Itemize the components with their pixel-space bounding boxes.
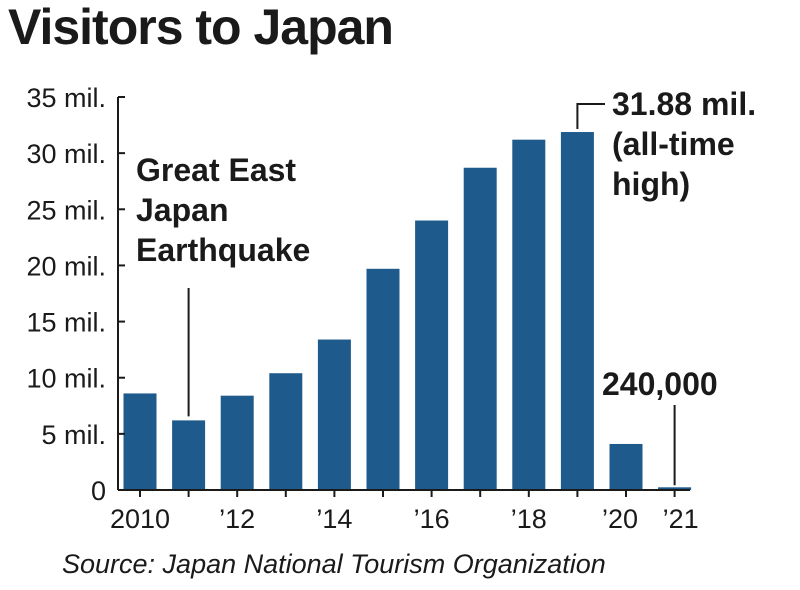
bar-2011 [172, 420, 206, 490]
earthquake-annotation-text: Japan [136, 192, 228, 228]
bar-2013 [269, 373, 303, 490]
x-tick-label: ’18 [511, 504, 547, 534]
bar-2012 [220, 395, 254, 490]
y-tick-label: 5 mil. [41, 420, 106, 450]
x-tick-label: ’14 [316, 504, 352, 534]
source-note: Source: Japan National Tourism Organizat… [62, 549, 606, 579]
bar-2018 [512, 139, 546, 490]
earthquake-annotation-text: Earthquake [136, 232, 310, 268]
x-tick-label: ’16 [414, 504, 450, 534]
peak-leader-line [576, 103, 605, 130]
bar-2017 [463, 167, 497, 491]
peak-annotation-text: 31.88 mil. [612, 86, 756, 122]
bar-2019 [560, 132, 594, 490]
y-tick-label: 15 mil. [26, 308, 106, 338]
y-tick-label: 25 mil. [26, 195, 106, 225]
x-tick-label: ’12 [219, 504, 255, 534]
peak-annotation-text: (all-time [612, 126, 735, 162]
bar-2014 [317, 339, 351, 490]
y-tick-label: 20 mil. [26, 251, 106, 281]
y-tick-label: 10 mil. [26, 364, 106, 394]
bar-2020 [609, 443, 643, 490]
bar-2016 [415, 220, 449, 490]
y-tick-label: 0 [91, 476, 106, 506]
bar-2010 [123, 393, 157, 490]
bar-2021 [658, 487, 692, 490]
low-annotation-text: 240,000 [602, 366, 718, 402]
x-tick-label: ’20 [602, 504, 638, 534]
y-tick-label: 30 mil. [26, 139, 106, 169]
peak-annotation-text: high) [612, 166, 690, 202]
x-tick-label: 2010 [110, 504, 170, 534]
y-tick-label: 35 mil. [26, 83, 106, 113]
chart-title: Visitors to Japan [8, 0, 394, 55]
bar-2015 [366, 268, 400, 490]
x-tick-label: ’21 [663, 504, 699, 534]
earthquake-annotation-text: Great East [136, 152, 296, 188]
